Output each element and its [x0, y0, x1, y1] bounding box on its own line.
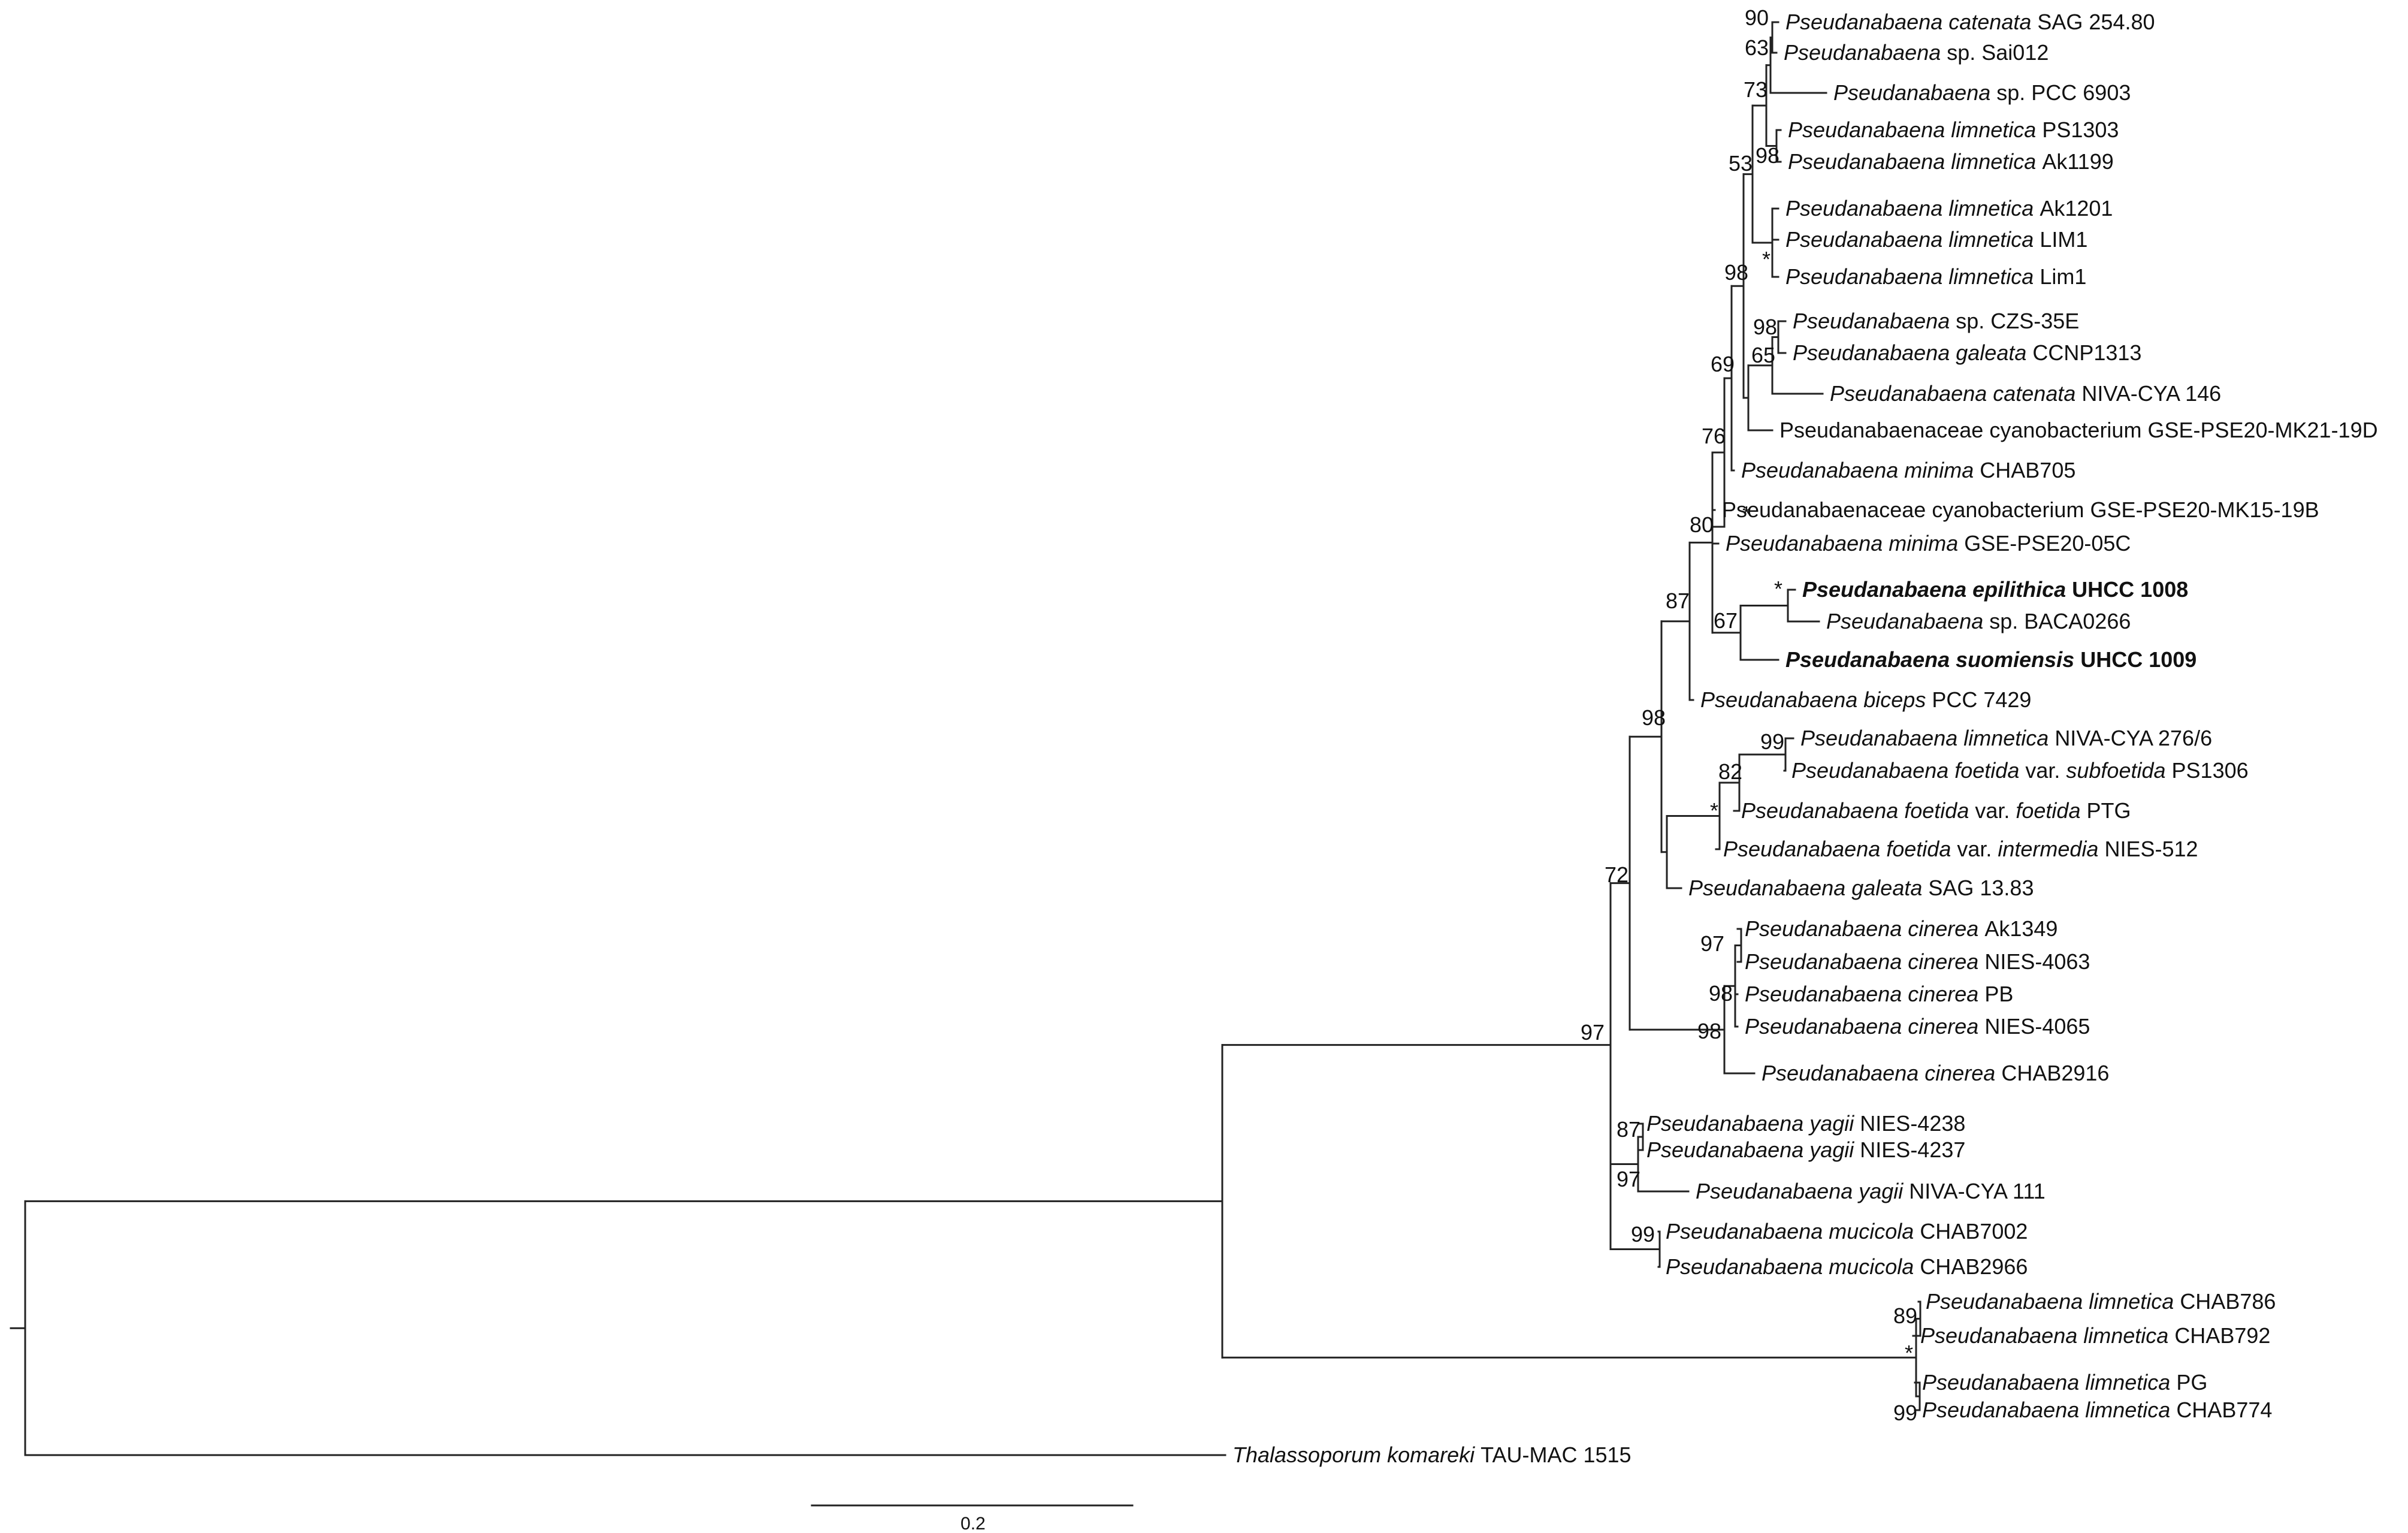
support-value: 90 — [1745, 5, 1769, 30]
tip-label: Pseudanabaena limnetica CHAB792 — [1920, 1323, 2270, 1348]
tip-label: Pseudanabaena cinerea NIES-4065 — [1745, 1014, 2090, 1039]
support-value: 87 — [1666, 589, 1690, 613]
tip-label: Pseudanabaena limnetica LIM1 — [1785, 227, 2087, 252]
tip-label: Pseudanabaena epilithica UHCC 1008 — [1802, 577, 2188, 602]
tip-label: Pseudanabaena yagii NIES-4237 — [1646, 1137, 1965, 1162]
tip-label: Pseudanabaena limnetica Ak1199 — [1788, 149, 2114, 174]
tip-label: Pseudanabaena minima CHAB705 — [1741, 458, 2075, 482]
tip-label: Pseudanabaena sp. Sai012 — [1784, 40, 2049, 65]
support-value: 76 — [1702, 424, 1726, 448]
support-value: 89 — [1893, 1303, 1917, 1328]
tip-label: Pseudanabaena catenata SAG 254.80 — [1785, 10, 2155, 34]
tip-label: Pseudanabaena limnetica PG — [1922, 1370, 2207, 1395]
tip-label: Pseudanabaena foetida var. subfoetida PS… — [1791, 758, 2249, 783]
support-value: * — [1762, 247, 1771, 271]
tip-label: Pseudanabaena mucicola CHAB7002 — [1666, 1219, 2028, 1244]
support-value: * — [1742, 502, 1751, 526]
support-value: 97 — [1581, 1020, 1605, 1045]
tip-label: Pseudanabaena limnetica PS1303 — [1788, 117, 2119, 142]
tip-label: Pseudanabaena minima GSE-PSE20-05C — [1726, 531, 2131, 556]
support-value: 98 — [1753, 315, 1777, 339]
tip-label: Pseudanabaena galeata CCNP1313 — [1793, 340, 2141, 365]
tip-label: Pseudanabaena sp. CZS-35E — [1793, 309, 2079, 333]
tip-label: Pseudanabaena foetida var. foetida PTG — [1741, 798, 2131, 823]
support-value: 73 — [1744, 77, 1768, 102]
tip-label: Pseudanabaena galeata SAG 13.83 — [1688, 876, 2034, 900]
support-value: 98 — [1642, 705, 1666, 730]
tree-tip-labels: Pseudanabaena catenata SAG 254.80 Pseudan… — [1232, 10, 2378, 1467]
tree-branches — [10, 21, 1921, 1456]
tip-label: Pseudanabaena yagii NIES-4238 — [1646, 1111, 1965, 1136]
support-value: 98 — [1724, 260, 1748, 285]
tip-label: Pseudanabaena yagii NIVA-CYA 111 — [1696, 1179, 2046, 1203]
support-value: 87 — [1617, 1117, 1640, 1142]
tip-label: Thalassoporum komareki TAU-MAC 1515 — [1232, 1443, 1631, 1467]
tip-label: Pseudanabaenaceae cyanobacterium GSE-PSE… — [1779, 418, 2378, 442]
scale-bar: 0.2 — [811, 1504, 1134, 1533]
tip-label: Pseudanabaena mucicola CHAB2966 — [1666, 1254, 2028, 1279]
support-value: 98 — [1709, 981, 1733, 1006]
tip-label: Pseudanabaena sp. PCC 6903 — [1833, 80, 2131, 105]
tip-label: Pseudanabaena cinerea Ak1349 — [1745, 916, 2057, 941]
support-value: 72 — [1605, 862, 1629, 887]
support-value: 99 — [1893, 1401, 1917, 1425]
support-value: 99 — [1631, 1222, 1655, 1247]
tip-label: Pseudanabaena limnetica Ak1201 — [1785, 196, 2113, 221]
tip-label: Pseudanabaena cinerea PB — [1745, 982, 2013, 1006]
tip-label: Pseudanabaena biceps PCC 7429 — [1700, 687, 2031, 712]
support-value: * — [1774, 577, 1782, 601]
tip-label: Pseudanabaenaceae cyanobacterium GSE-PSE… — [1722, 497, 2319, 522]
tree-support-values: 9063739853*9865986976*80*67879982*989798… — [1581, 5, 1917, 1425]
tip-label: Pseudanabaena limnetica CHAB786 — [1926, 1289, 2276, 1314]
support-value: 67 — [1714, 608, 1738, 633]
tip-label: Pseudanabaena cinerea NIES-4063 — [1745, 949, 2090, 974]
tip-label: Pseudanabaena limnetica NIVA-CYA 276/6 — [1800, 726, 2212, 750]
support-value: 97 — [1617, 1167, 1640, 1191]
support-value: 98 — [1756, 143, 1779, 168]
tip-label: Pseudanabaena limnetica Lim1 — [1785, 264, 2086, 289]
support-value: 69 — [1711, 352, 1735, 376]
support-value: 97 — [1700, 931, 1724, 956]
support-value: 82 — [1718, 759, 1742, 784]
tip-label: Pseudanabaena catenata NIVA-CYA 146 — [1830, 381, 2221, 406]
support-value: 53 — [1729, 151, 1753, 176]
support-value: 80 — [1690, 512, 1714, 537]
tip-label: Pseudanabaena limnetica CHAB774 — [1922, 1398, 2272, 1422]
tip-label: Pseudanabaena cinerea CHAB2916 — [1762, 1061, 2109, 1085]
scale-bar-label: 0.2 — [960, 1514, 986, 1533]
tip-label: Pseudanabaena sp. BACA0266 — [1826, 609, 2131, 633]
tip-label: Pseudanabaena suomiensis UHCC 1009 — [1785, 647, 2196, 672]
support-value: * — [1905, 1341, 1913, 1365]
tip-label: Pseudanabaena foetida var. intermedia NI… — [1723, 837, 2198, 861]
support-value: * — [1710, 798, 1718, 823]
support-value: 99 — [1760, 729, 1784, 754]
support-value: 98 — [1697, 1019, 1721, 1043]
support-value: 65 — [1751, 343, 1775, 367]
support-value: 63 — [1745, 35, 1769, 60]
